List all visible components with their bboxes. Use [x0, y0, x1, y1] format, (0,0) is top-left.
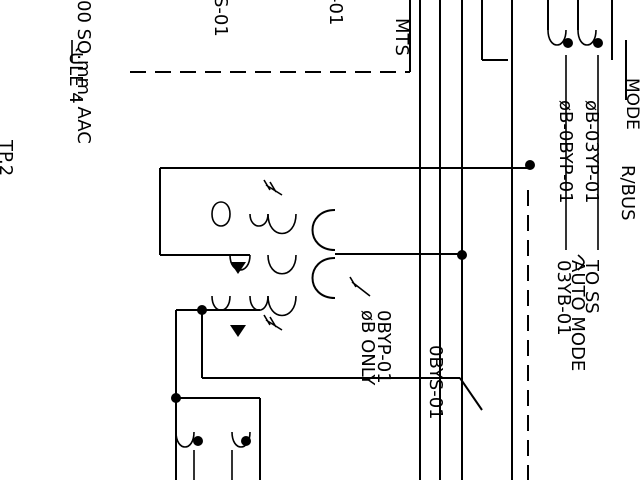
ref-03yb-label: 03YB-01 [553, 260, 574, 336]
page-ref-label: TP.2 [0, 139, 16, 176]
label-brace [577, 254, 585, 271]
coil-arc-5 [211, 295, 231, 312]
terminal-arc-a [547, 29, 567, 46]
ground-symbol-1 [263, 179, 283, 196]
junction-dot-mid [457, 250, 467, 260]
switch-id-label: 0BYS-01 [425, 345, 446, 420]
core-arc-top [311, 209, 336, 251]
coil-arc-2 [267, 213, 297, 235]
terminal-dot-b [593, 38, 603, 48]
left-edge-label-b: -01 [325, 0, 346, 25]
junction-dot-top [525, 160, 535, 170]
lower-terminal-dot-2 [241, 436, 251, 446]
terminal-arc-b [577, 29, 597, 46]
bypass-id-label: 0BYP-01 [373, 310, 394, 384]
coil-loop-1 [211, 201, 231, 227]
bypass-switch-blade [459, 377, 483, 411]
core-arc-bottom [311, 257, 336, 299]
lower-terminal-dot-1 [193, 436, 203, 446]
mode-label: MODE [622, 78, 640, 130]
auto-mode-label: AUTO MODE [567, 260, 588, 371]
ground-symbol-2 [263, 314, 283, 331]
phase-b-only-label: øB ONLY [357, 310, 378, 386]
ground-symbol-3 [349, 276, 371, 297]
schedule-label: ULE 4 [65, 52, 86, 104]
conductor-spec-label: 00 SQ.mm. AAC [73, 0, 94, 144]
top-right-label: R/BUS [617, 165, 638, 221]
coil-arc-7 [267, 295, 297, 317]
lower-terminal-arc-1 [175, 431, 195, 448]
lower-terminal-arc-2 [231, 431, 251, 448]
coil-arc-6 [249, 295, 269, 312]
coil-arc-4 [267, 254, 297, 275]
arrow-marker-1 [230, 262, 246, 274]
arrow-marker-2 [230, 325, 246, 337]
left-edge-label-a: S-01 [210, 0, 231, 37]
terminal-dot-a [563, 38, 573, 48]
junction-dot-lower [171, 393, 181, 403]
bus-03yp-label: øB-03YP-01 [581, 100, 602, 204]
coil-arc-1 [249, 213, 269, 227]
to-ss-label: TO SS [581, 259, 602, 314]
mts-label: MTS [391, 18, 412, 56]
